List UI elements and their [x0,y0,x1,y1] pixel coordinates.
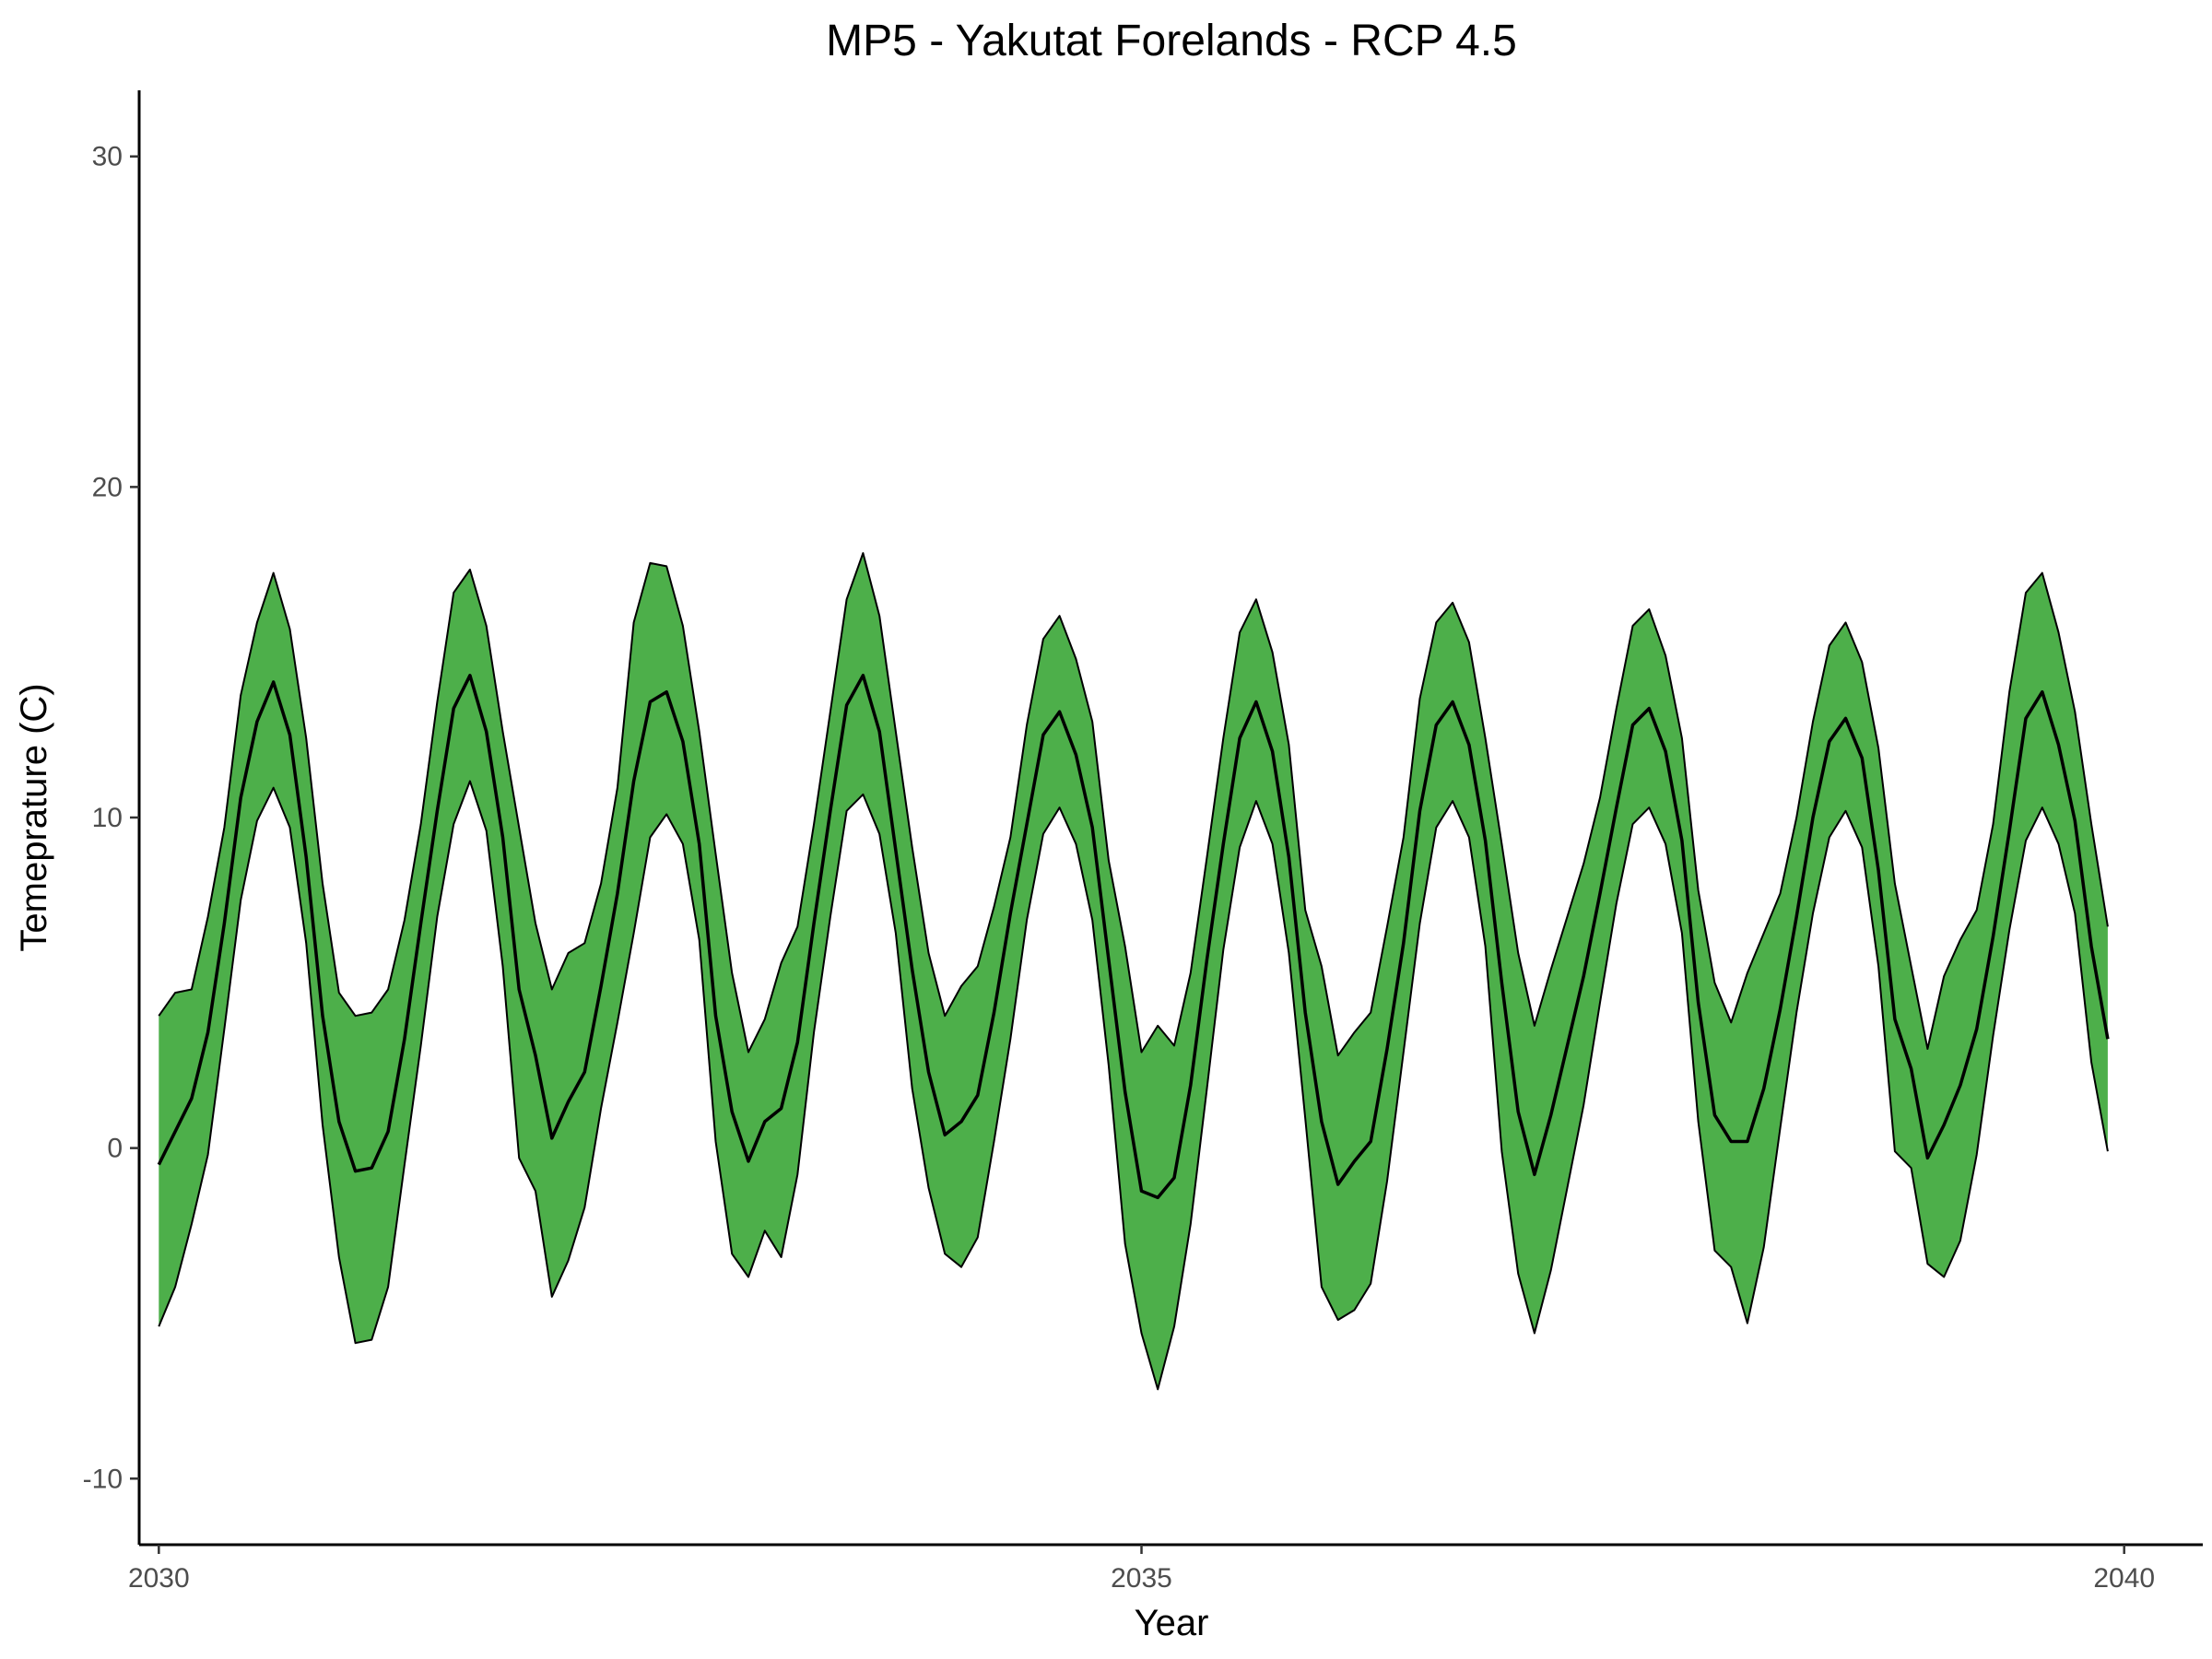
x-tick-label: 2030 [128,1563,190,1594]
lower-bound-line [158,780,2109,1391]
ribbon-band [159,553,2108,1390]
mean-line [157,674,2110,1200]
y-axis-label: Temeprature (C) [14,683,54,951]
upper-bound-line [158,552,2109,1057]
y-tick-label: -10 [83,1464,123,1494]
plot-area [157,552,2110,1391]
x-tick-label: 2035 [1111,1563,1172,1594]
y-tick-label: 30 [92,142,123,172]
y-tick-label: 20 [92,472,123,502]
x-tick-label: 2040 [2093,1563,2155,1594]
y-tick-label: 10 [92,803,123,833]
y-tick-label: 0 [107,1134,123,1164]
chart-title: MP5 - Yakutat Forelands - RCP 4.5 [826,17,1517,65]
x-axis-label: Year [1135,1603,1209,1643]
